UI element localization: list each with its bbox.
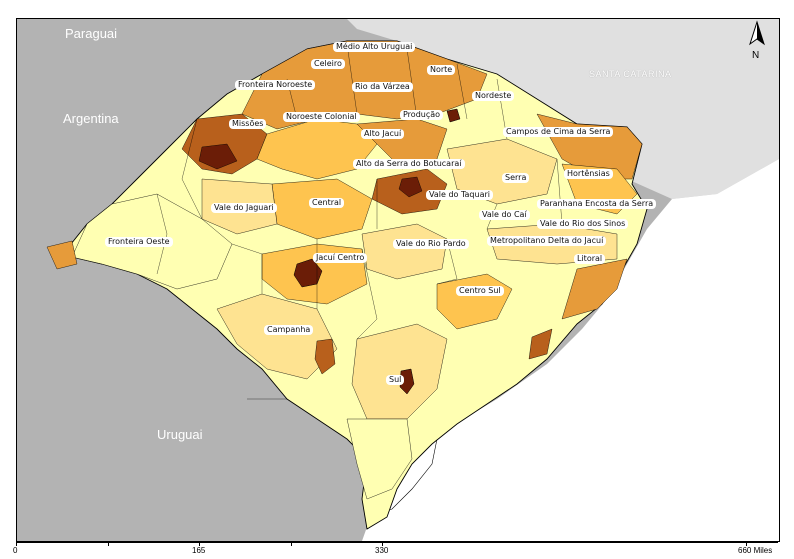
scale-bar: 0 165 330 660 Miles (13, 540, 778, 559)
region-label-alto-serra-botucarai: Alto da Serra do Botucaraí (353, 159, 465, 169)
region-label-vale-rio-sinos: Vale do Rio dos Sinos (537, 219, 629, 229)
hotspot-erechim (446, 108, 461, 123)
north-arrow-icon: N (742, 20, 772, 68)
label-paraguay: Paraguai (65, 26, 118, 41)
region-label-campanha: Campanha (264, 325, 314, 335)
region-label-jacui-centro: Jacuí Centro (313, 253, 368, 263)
label-argentina: Argentina (63, 111, 119, 126)
region-label-serra: Serra (502, 173, 530, 183)
region-label-fronteira-noroeste: Fronteira Noroeste (235, 80, 316, 90)
region-label-noroeste-colonial: Noroeste Colonial (283, 112, 360, 122)
scale-tick-0 (16, 542, 17, 546)
hotspot-coast (528, 328, 553, 360)
region-litoral (561, 258, 628, 320)
scale-tick-660 (746, 542, 747, 546)
hotspot-missoes (198, 143, 238, 170)
region-sul (351, 323, 448, 420)
scale-label-330: 330 (375, 546, 389, 555)
region-label-vale-jaguari: Vale do Jaguari (211, 203, 277, 213)
hotspot-west (46, 240, 78, 270)
scale-bar-line (16, 542, 778, 543)
north-arrow-label: N (752, 50, 760, 61)
region-label-medio-alto-uruguai: Médio Alto Uruguai (333, 42, 416, 52)
scale-label-165: 165 (192, 546, 206, 555)
scale-tick-mid2 (291, 542, 292, 546)
region-label-litoral: Litoral (574, 254, 606, 264)
hotspot-campanha (314, 338, 336, 375)
region-label-rio-da-varzea: Rio da Várzea (352, 82, 413, 92)
choropleth-map (17, 19, 779, 541)
region-label-missoes: Missões (229, 119, 267, 129)
scale-tick-330 (382, 542, 383, 546)
label-santa-catarina: SANTA CATARINA (589, 69, 672, 79)
region-label-sul: Sul (386, 375, 405, 385)
region-label-metropolitano: Metropolitano Delta do Jacuí (487, 236, 607, 246)
atlantic-ocean (362, 159, 779, 541)
map-frame: Paraguai Argentina Uruguai SANTA CATARIN… (16, 18, 780, 542)
region-label-norte: Norte (427, 65, 456, 75)
region-label-vale-taquari: Vale do Taquari (426, 190, 493, 200)
region-label-celeiro: Celeiro (311, 59, 345, 69)
scale-label-660: 660 Miles (738, 546, 773, 555)
region-label-vale-cai: Vale do Caí (479, 210, 530, 220)
hotspot-botucarai (398, 176, 423, 198)
scale-tick-165 (199, 542, 200, 546)
region-label-campos-cima-serra: Campos de Cima da Serra (503, 127, 614, 137)
region-vale-rio-pardo (361, 223, 448, 280)
region-label-nordeste: Nordeste (472, 91, 515, 101)
scale-label-0: 0 (13, 546, 18, 555)
region-label-centro-sul: Centro Sul (456, 286, 504, 296)
region-label-alto-jacui: Alto Jacuí (361, 129, 405, 139)
region-label-central: Central (309, 198, 345, 208)
region-label-paranhana: Paranhana Encosta da Serra (537, 199, 657, 209)
label-uruguay: Uruguai (157, 427, 203, 442)
region-label-producao: Produção (400, 110, 444, 120)
santa-catarina-area (347, 19, 779, 199)
scale-tick-mid1 (108, 542, 109, 546)
region-label-fronteira-oeste: Fronteira Oeste (105, 237, 173, 247)
region-sul-south (346, 418, 413, 500)
region-label-vale-rio-pardo: Vale do Rio Pardo (393, 239, 469, 249)
region-label-hortensias: Hortênsias (564, 169, 613, 179)
